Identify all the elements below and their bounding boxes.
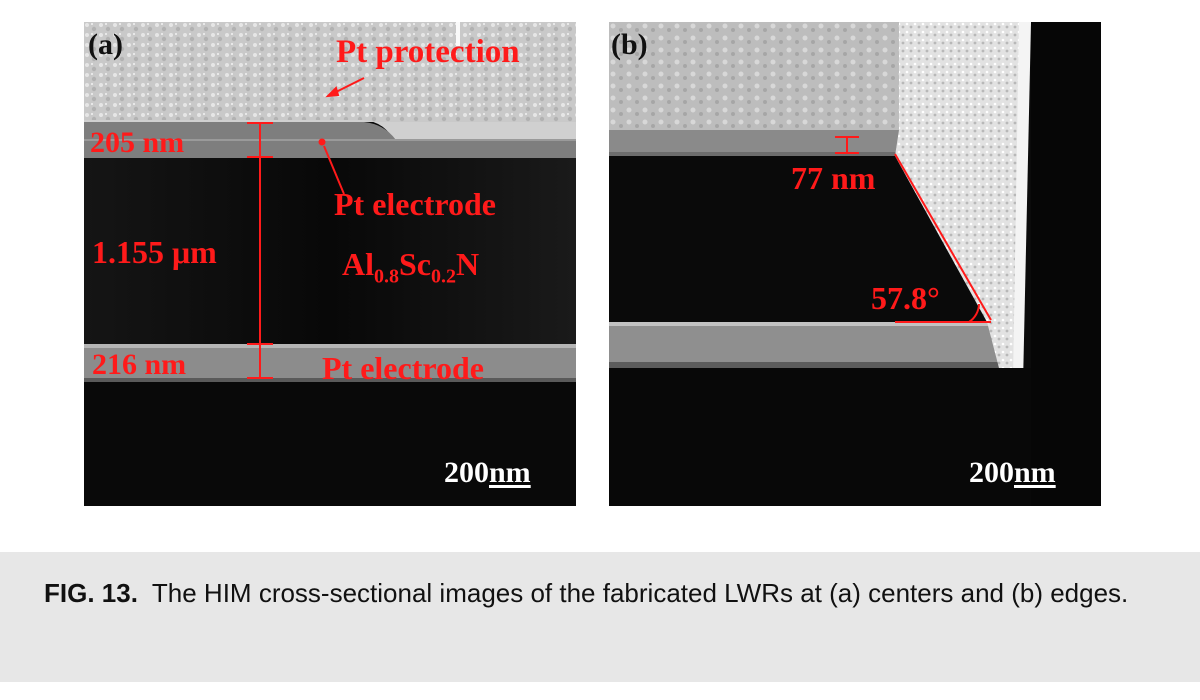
caption-background [0, 552, 1200, 682]
top-electrode-thickness-label: 205 nm [90, 126, 185, 159]
caption-text: The HIM cross-sectional images of the fa… [151, 578, 1129, 608]
scale-bar-b-unit: nm [1014, 456, 1056, 489]
scale-bar-a: 200nm [444, 458, 531, 488]
panel-b-micrograph [609, 22, 1101, 506]
scale-bar-b: 200nm [969, 458, 1056, 488]
sidewall-angle-label: 57.8° [871, 280, 940, 316]
bottom-electrode-thickness-label: 216 nm [92, 348, 187, 381]
film-thickness-label: 1.155 μm [92, 234, 217, 270]
scale-bar-a-unit: nm [489, 456, 531, 489]
pointer-arrows-a [318, 77, 365, 195]
pt-protection-label: Pt protection [336, 34, 520, 70]
scale-bar-a-number: 200 [444, 456, 489, 489]
caption-label: FIG. 13. [44, 578, 138, 608]
panel-b-letter: (b) [611, 28, 648, 61]
figure-caption: FIG. 13. The HIM cross-sectional images … [44, 574, 1159, 612]
panel-a-letter: (a) [88, 28, 123, 61]
panel-a-micrograph [84, 22, 576, 506]
him-image-panel-a: (a) Pt protection 205 nm Pt electrode 1.… [84, 22, 576, 506]
material-label: Al0.8Sc0.2N [342, 246, 480, 288]
scale-bar-b-number: 200 [969, 456, 1014, 489]
dimension-lines-b [835, 136, 992, 323]
dimension-lines-a [247, 122, 273, 379]
edge-thickness-label: 77 nm [791, 160, 876, 196]
him-image-panel-b: (b) 77 nm 57.8° 200nm [609, 22, 1101, 506]
bottom-electrode-label: Pt electrode [322, 350, 484, 386]
top-electrode-label: Pt electrode [334, 186, 496, 222]
